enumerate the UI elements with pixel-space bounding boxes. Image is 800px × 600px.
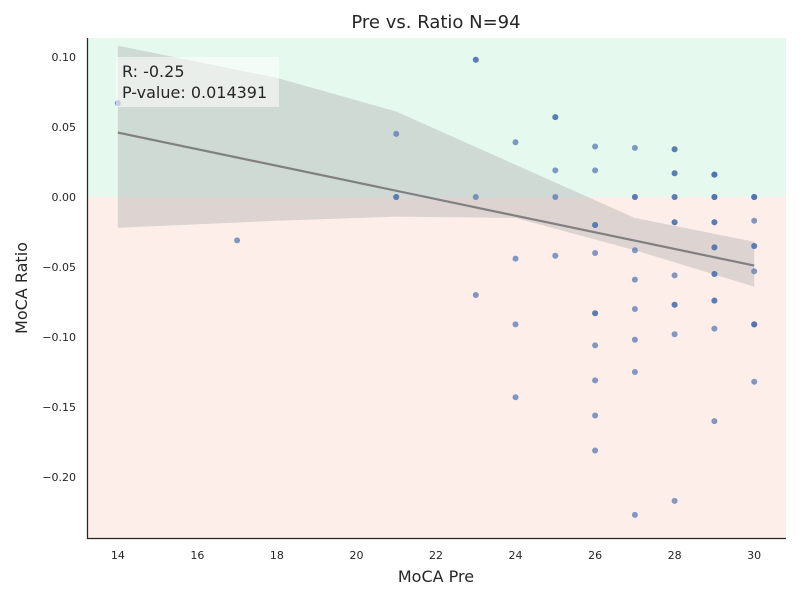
x-tick-label: 14 [111, 549, 125, 562]
x-tick-label: 16 [190, 549, 204, 562]
y-tick-label: 0.05 [52, 121, 77, 134]
data-point [711, 194, 718, 200]
data-point [592, 342, 599, 349]
data-point [592, 250, 599, 256]
data-point [472, 194, 479, 200]
data-point [592, 310, 599, 317]
data-point [631, 336, 638, 343]
y-tick-label: 0.10 [52, 51, 77, 64]
data-point [751, 243, 758, 249]
y-tick-label: −0.20 [42, 471, 76, 484]
data-point [512, 321, 519, 328]
data-point [711, 271, 718, 277]
y-axis-label: MoCA Ratio [12, 242, 31, 334]
regression-line-layer [117, 131, 755, 267]
data-point [711, 418, 718, 425]
data-point [592, 377, 599, 384]
data-point [671, 272, 678, 279]
chart-title: Pre vs. Ratio N=94 [351, 12, 520, 33]
background-regions [88, 38, 786, 538]
p-value-text: P-value: 0.014391 [122, 83, 267, 102]
x-tick-label: 22 [429, 549, 443, 562]
data-point [472, 56, 479, 63]
x-tick-label: 28 [668, 549, 682, 562]
data-point [751, 268, 758, 275]
y-tick-label: −0.15 [42, 401, 76, 414]
data-point [592, 143, 599, 150]
data-point [552, 252, 559, 259]
data-point [631, 511, 638, 518]
annotation-box [116, 57, 279, 107]
x-axis-label: MoCA Pre [398, 567, 474, 586]
data-point [393, 130, 400, 137]
data-point [751, 378, 758, 385]
data-point [512, 394, 519, 401]
data-point [393, 194, 400, 200]
data-point [751, 217, 758, 224]
data-point [671, 219, 678, 226]
y-tick-label: −0.05 [42, 261, 76, 274]
x-tick-label: 30 [747, 549, 761, 562]
data-point [472, 292, 479, 298]
axes-layer [86, 38, 786, 540]
data-point [711, 244, 718, 251]
data-point [631, 306, 638, 312]
data-point [671, 170, 678, 177]
y-tick-label: −0.10 [42, 331, 76, 344]
data-point [631, 194, 638, 200]
data-point [631, 247, 638, 254]
data-point [751, 194, 758, 200]
data-point [711, 171, 718, 178]
x-tick-label: 20 [349, 549, 363, 562]
regression-line [117, 131, 755, 267]
data-point [711, 219, 718, 226]
data-point [711, 325, 718, 332]
data-point [552, 194, 559, 200]
scatter-points-layer [114, 56, 758, 518]
data-point [671, 301, 678, 308]
x-tick-label: 26 [588, 549, 602, 562]
data-point [552, 114, 559, 121]
data-point [671, 497, 678, 504]
data-point [631, 276, 638, 283]
x-tick-labels: 14 16 18 20 22 24 26 28 30 [111, 549, 761, 562]
data-point [552, 167, 559, 174]
data-point [671, 194, 678, 200]
stats-annotation: R: -0.25 P-value: 0.014391 [116, 57, 279, 107]
negative-region [88, 196, 786, 538]
data-point [631, 369, 638, 375]
data-point [592, 447, 599, 454]
r-value-text: R: -0.25 [122, 62, 185, 81]
data-point [592, 412, 599, 419]
data-point [512, 255, 519, 262]
data-point [512, 139, 519, 146]
data-point [671, 146, 678, 153]
data-point [592, 222, 599, 228]
x-tick-label: 24 [509, 549, 523, 562]
data-point [234, 237, 241, 244]
data-point [751, 321, 758, 328]
y-tick-label: 0.00 [52, 191, 77, 204]
data-point [711, 297, 718, 304]
data-point [631, 144, 638, 151]
y-tick-labels: 0.10 0.05 0.00 −0.05 −0.10 −0.15 −0.20 [42, 51, 76, 484]
data-point [592, 167, 599, 174]
x-tick-label: 18 [270, 549, 284, 562]
data-point [671, 331, 678, 338]
